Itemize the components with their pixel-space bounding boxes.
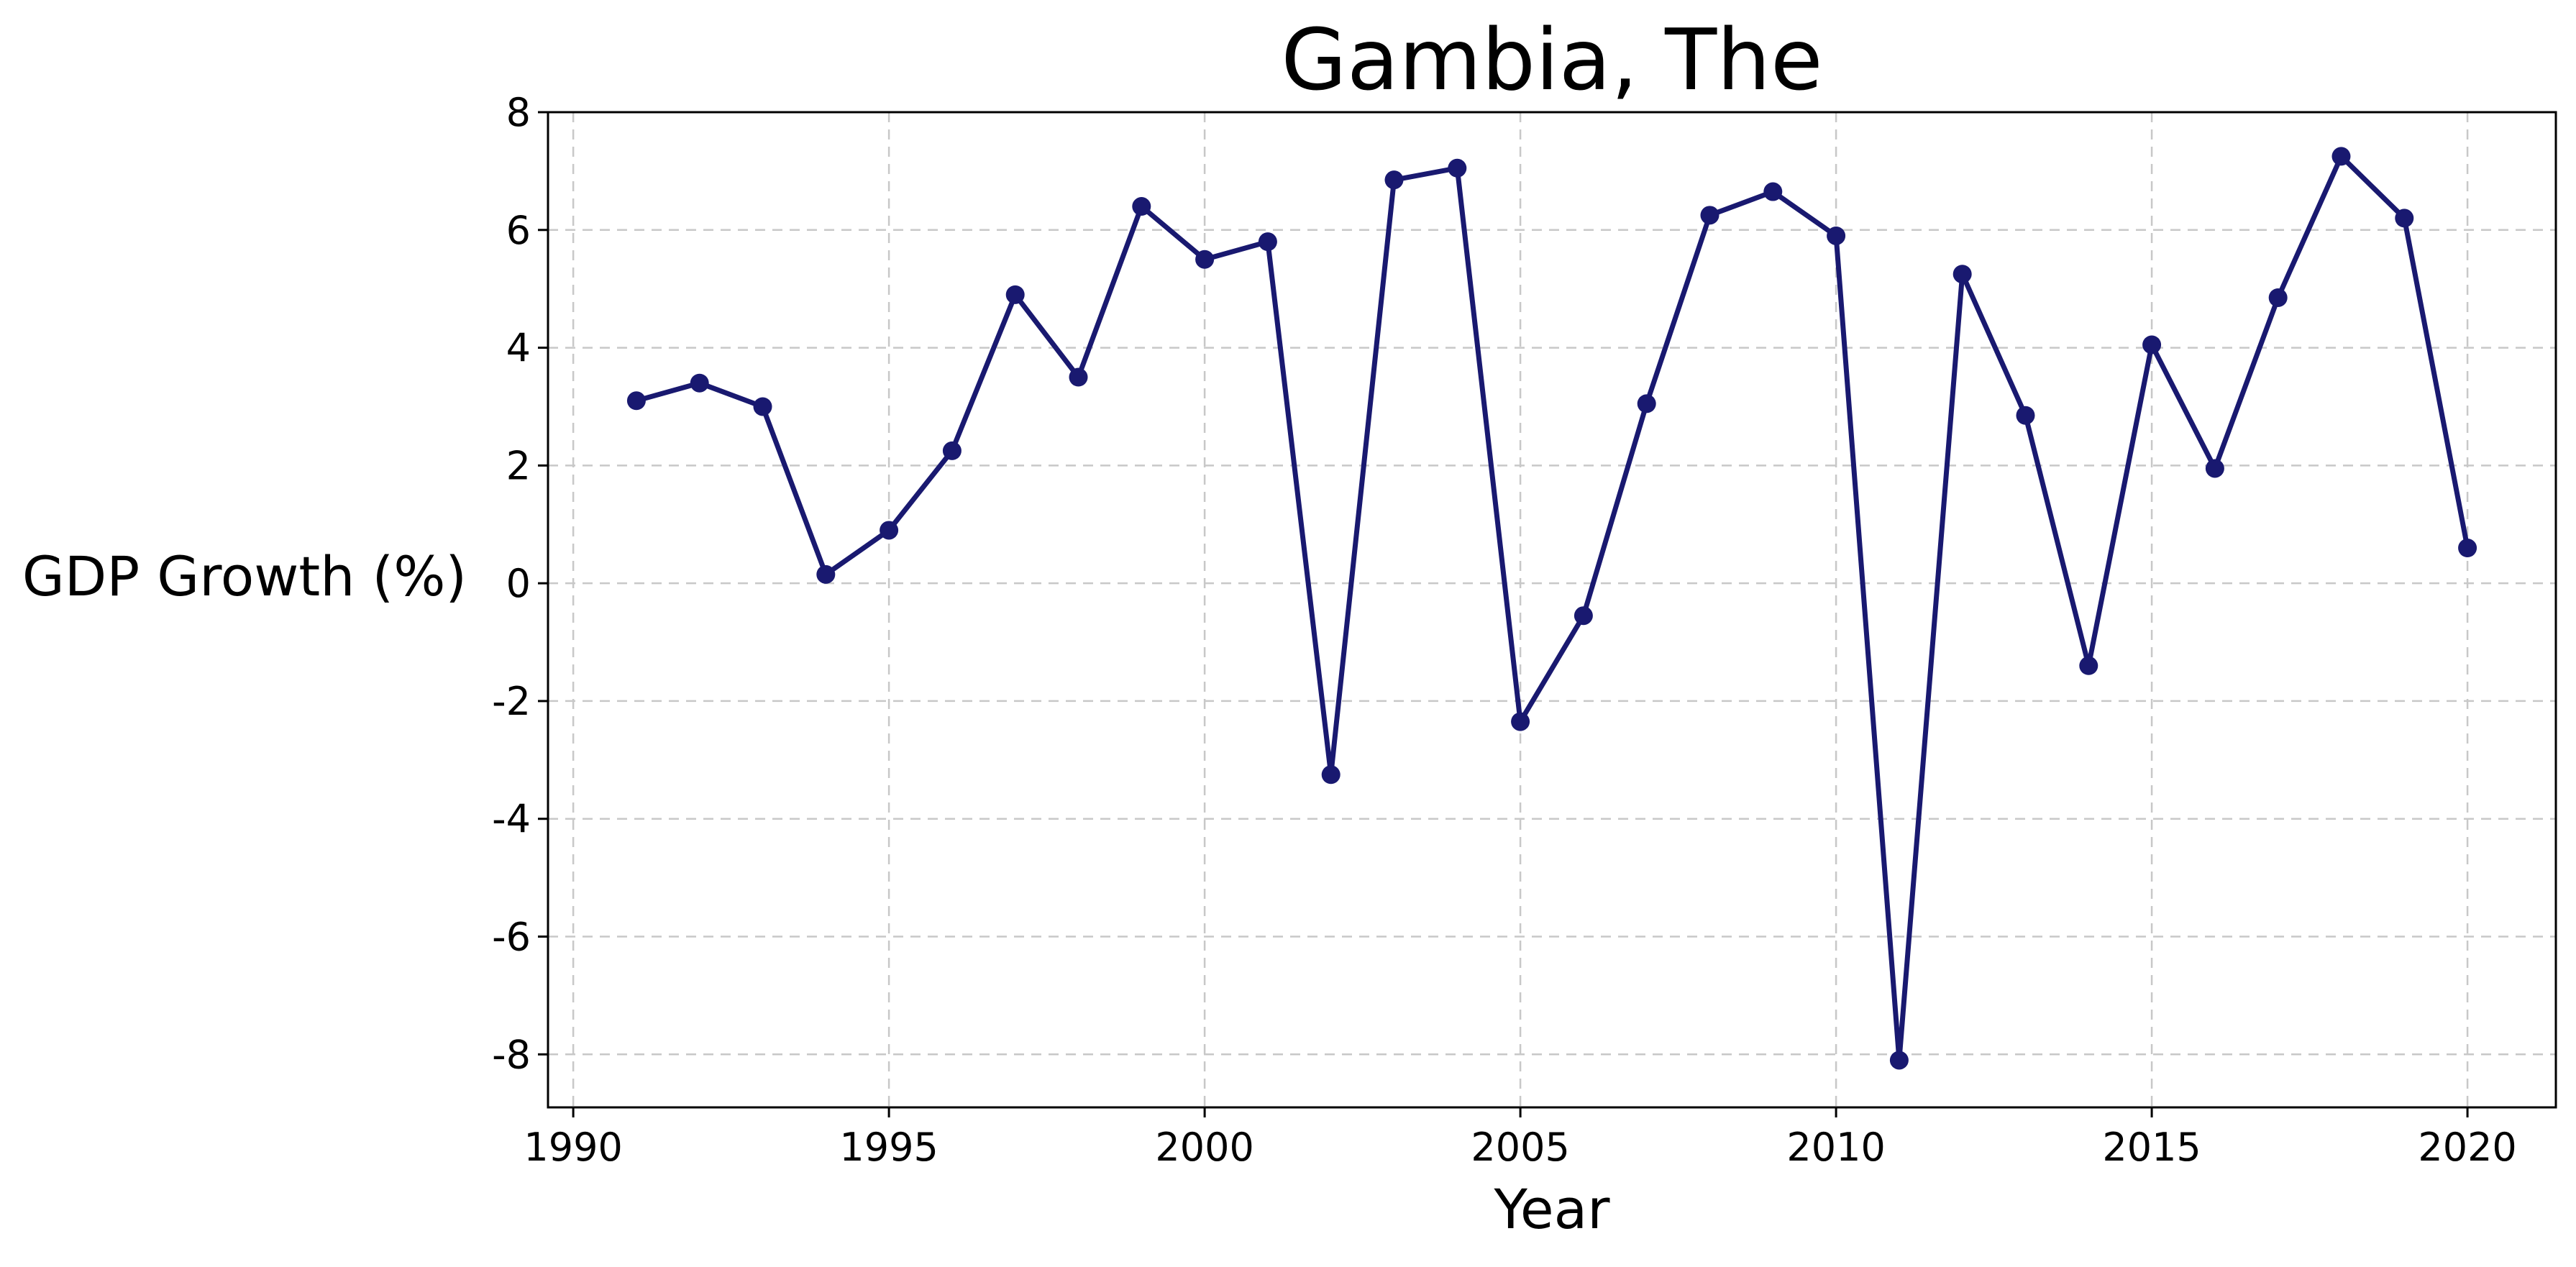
data-point-2005 xyxy=(1511,712,1530,731)
data-point-1995 xyxy=(880,521,899,540)
x-tick-label-2020: 2020 xyxy=(2418,1125,2516,1170)
data-point-1997 xyxy=(1005,285,1025,304)
y-axis-label: GDP Growth (%) xyxy=(22,544,467,608)
x-tick-label-2010: 2010 xyxy=(1786,1125,1885,1170)
data-point-2010 xyxy=(1827,226,1846,245)
y-tick-label-0: 0 xyxy=(506,561,531,606)
data-point-1991 xyxy=(626,391,646,411)
y-tick-label-8: 8 xyxy=(506,90,531,135)
x-tick-label-1995: 1995 xyxy=(839,1125,938,1170)
y-tick-label-6: 6 xyxy=(506,208,531,253)
data-point-2016 xyxy=(2205,459,2224,478)
data-series xyxy=(626,147,2477,1070)
y-tick-label--8: -8 xyxy=(492,1032,531,1077)
data-point-2007 xyxy=(1637,394,1656,413)
y-tick-label--6: -6 xyxy=(492,915,531,960)
data-point-2008 xyxy=(1700,206,1719,225)
data-point-2000 xyxy=(1195,250,1215,269)
data-point-2001 xyxy=(1258,232,1277,252)
data-point-2017 xyxy=(2268,288,2288,307)
x-axis-label: Year xyxy=(1494,1177,1611,1241)
data-point-2012 xyxy=(1952,265,1972,284)
y-tick-label--4: -4 xyxy=(492,797,531,842)
x-tick-label-2000: 2000 xyxy=(1155,1125,1253,1170)
axis-ticks: 1990 1995 2000 2005 2010 2015 2020 -8 -6 -4 -2 0 2 4 6… xyxy=(492,90,2517,1170)
plot-area-frame xyxy=(547,111,2557,1109)
data-point-2003 xyxy=(1384,170,1404,190)
series-line-0 xyxy=(634,153,2470,1063)
data-point-1998 xyxy=(1069,367,1088,387)
data-point-1994 xyxy=(816,564,836,584)
data-point-1999 xyxy=(1132,197,1151,216)
y-tick-label--2: -2 xyxy=(492,679,531,724)
data-point-2011 xyxy=(1889,1051,1909,1070)
data-point-2018 xyxy=(2331,147,2351,166)
data-point-1996 xyxy=(942,441,962,460)
x-tick-label-1990: 1990 xyxy=(524,1125,622,1170)
data-point-2004 xyxy=(1448,158,1467,178)
data-point-2019 xyxy=(2395,209,2414,228)
data-point-1993 xyxy=(753,397,772,416)
data-point-2020 xyxy=(2458,539,2477,558)
x-tick-label-2015: 2015 xyxy=(2102,1125,2201,1170)
data-point-2002 xyxy=(1321,765,1340,785)
data-point-2006 xyxy=(1574,606,1593,626)
data-point-2009 xyxy=(1763,182,1783,201)
data-point-2014 xyxy=(2079,656,2098,675)
x-tick-label-2005: 2005 xyxy=(1471,1125,1569,1170)
chart-title: Gambia, The xyxy=(1281,10,1822,109)
data-point-2013 xyxy=(2016,406,2035,425)
grid-lines xyxy=(548,111,2556,1107)
y-tick-label-2: 2 xyxy=(506,443,531,488)
y-tick-label-4: 4 xyxy=(506,326,531,371)
data-point-1992 xyxy=(690,373,709,393)
data-point-2015 xyxy=(2142,335,2162,355)
